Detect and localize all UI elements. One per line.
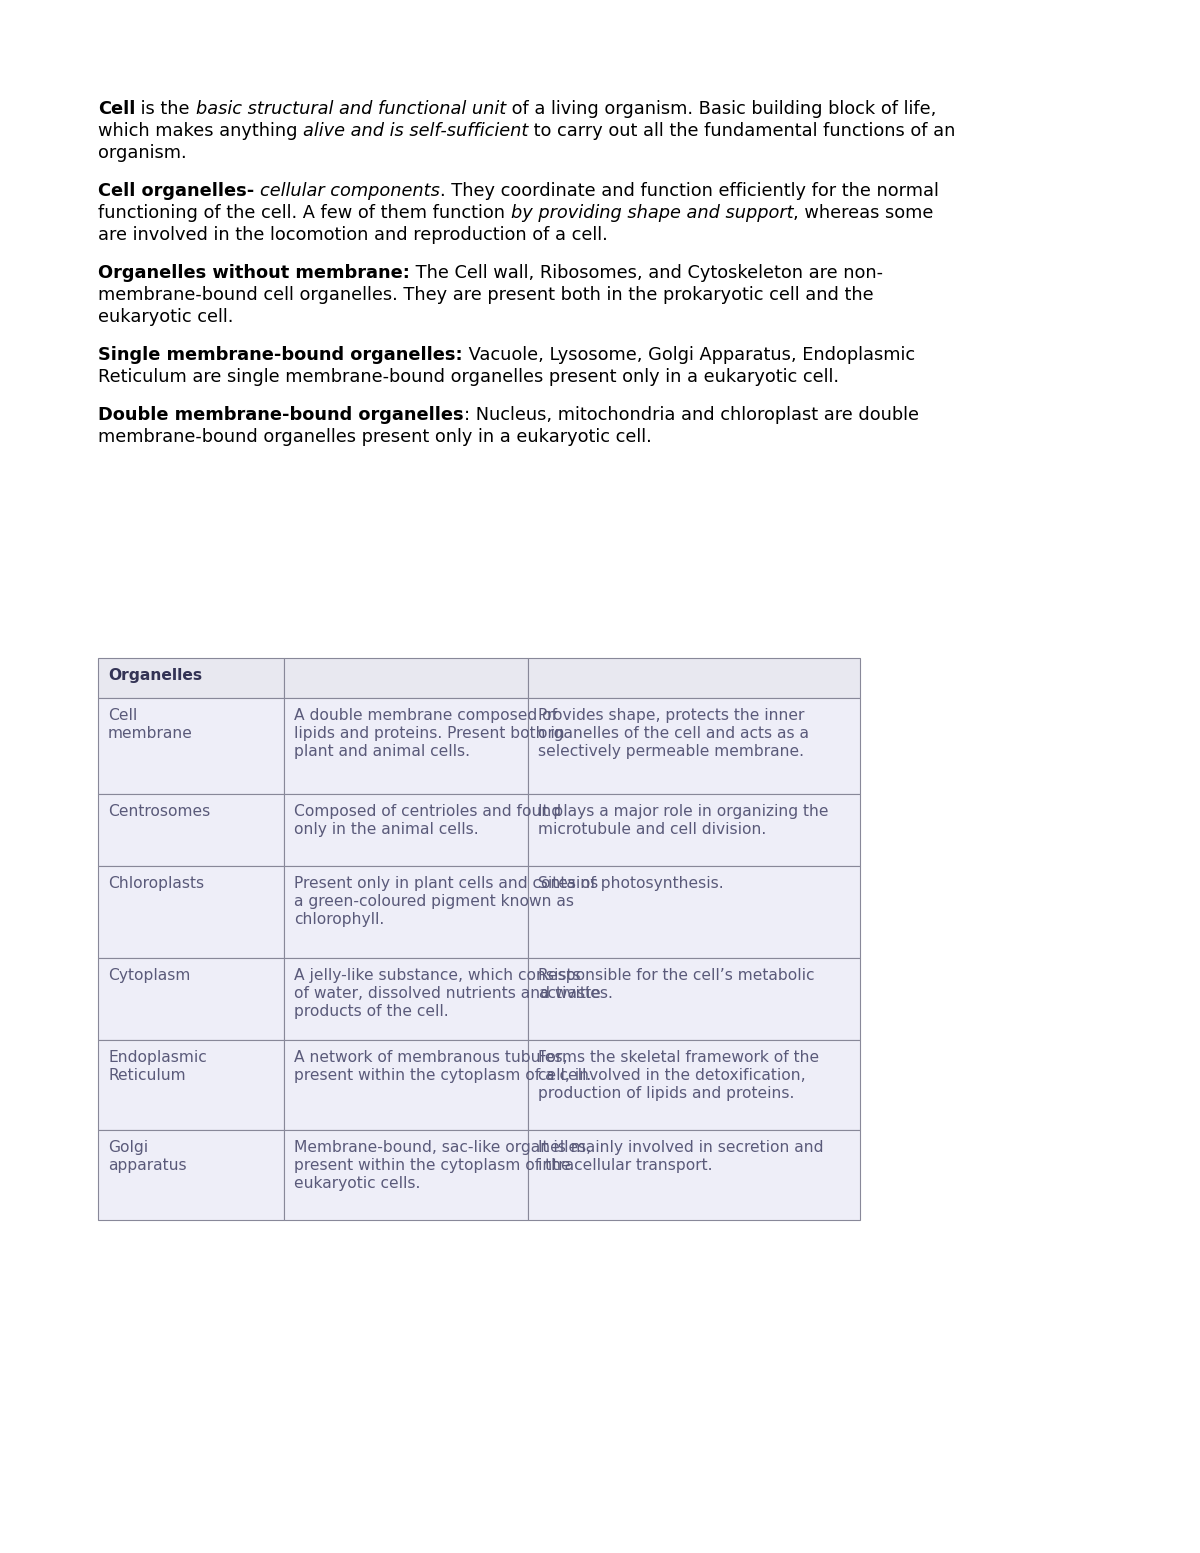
Text: Single membrane-bound organelles:: Single membrane-bound organelles: (98, 346, 463, 363)
Text: are involved in the locomotion and reproduction of a cell.: are involved in the locomotion and repro… (98, 227, 607, 244)
Text: Reticulum are single membrane-bound organelles present only in a eukaryotic cell: Reticulum are single membrane-bound orga… (98, 368, 839, 387)
Text: cell, involved in the detoxification,: cell, involved in the detoxification, (538, 1068, 805, 1082)
Text: Present only in plant cells and contains: Present only in plant cells and contains (294, 876, 599, 891)
Text: Cell organelles-: Cell organelles- (98, 182, 254, 200)
Text: a green-coloured pigment known as: a green-coloured pigment known as (294, 895, 574, 909)
Bar (98, 958, 284, 1041)
Bar (284, 1041, 528, 1131)
Text: which makes anything: which makes anything (98, 123, 304, 140)
Bar (528, 794, 860, 867)
Bar (528, 958, 860, 1041)
Text: Golgi: Golgi (108, 1140, 148, 1155)
Text: Double membrane-bound organelles: Double membrane-bound organelles (98, 405, 463, 424)
Bar (528, 1041, 860, 1131)
Text: Cell: Cell (108, 708, 137, 724)
Bar (528, 1131, 860, 1221)
Bar (284, 867, 528, 958)
Text: The Cell wall, Ribosomes, and Cytoskeleton are non-: The Cell wall, Ribosomes, and Cytoskelet… (410, 264, 883, 283)
Text: Membrane-bound, sac-like organelles,: Membrane-bound, sac-like organelles, (294, 1140, 592, 1155)
Bar (528, 697, 860, 794)
Text: Vacuole, Lysosome, Golgi Apparatus, Endoplasmic: Vacuole, Lysosome, Golgi Apparatus, Endo… (463, 346, 914, 363)
Text: eukaryotic cell.: eukaryotic cell. (98, 307, 233, 326)
Text: membrane: membrane (108, 725, 193, 741)
Text: It is mainly involved in secretion and: It is mainly involved in secretion and (538, 1140, 823, 1155)
Bar (284, 794, 528, 867)
Text: lipids and proteins. Present both in: lipids and proteins. Present both in (294, 725, 565, 741)
Text: cellular components: cellular components (260, 182, 439, 200)
Text: intracellular transport.: intracellular transport. (538, 1159, 713, 1173)
Text: only in the animal cells.: only in the animal cells. (294, 822, 479, 837)
Text: chlorophyll.: chlorophyll. (294, 912, 384, 927)
Bar (284, 697, 528, 794)
Text: microtubule and cell division.: microtubule and cell division. (538, 822, 767, 837)
Text: Cell: Cell (98, 99, 136, 118)
Bar (98, 697, 284, 794)
Text: organism.: organism. (98, 144, 187, 162)
Bar (284, 658, 528, 697)
Text: production of lipids and proteins.: production of lipids and proteins. (538, 1086, 794, 1101)
Bar (284, 1131, 528, 1221)
Text: Sites of photosynthesis.: Sites of photosynthesis. (538, 876, 724, 891)
Text: Chloroplasts: Chloroplasts (108, 876, 204, 891)
Text: membrane-bound cell organelles. They are present both in the prokaryotic cell an: membrane-bound cell organelles. They are… (98, 286, 874, 304)
Bar (98, 1041, 284, 1131)
Text: present within the cytoplasm of a cell.: present within the cytoplasm of a cell. (294, 1068, 592, 1082)
Text: Cytoplasm: Cytoplasm (108, 968, 191, 983)
Text: Composed of centrioles and found: Composed of centrioles and found (294, 804, 562, 818)
Text: membrane-bound organelles present only in a eukaryotic cell.: membrane-bound organelles present only i… (98, 429, 652, 446)
Text: selectively permeable membrane.: selectively permeable membrane. (538, 744, 804, 759)
Text: is the: is the (136, 99, 196, 118)
Text: Forms the skeletal framework of the: Forms the skeletal framework of the (538, 1050, 820, 1065)
Text: Endoplasmic: Endoplasmic (108, 1050, 206, 1065)
Text: of a living organism. Basic building block of life,: of a living organism. Basic building blo… (505, 99, 936, 118)
Bar (528, 658, 860, 697)
Text: Responsible for the cell’s metabolic: Responsible for the cell’s metabolic (538, 968, 815, 983)
Text: Organelles without membrane:: Organelles without membrane: (98, 264, 410, 283)
Text: eukaryotic cells.: eukaryotic cells. (294, 1176, 420, 1191)
Bar (284, 958, 528, 1041)
Text: A network of membranous tubules,: A network of membranous tubules, (294, 1050, 568, 1065)
Text: : Nucleus, mitochondria and chloroplast are double: : Nucleus, mitochondria and chloroplast … (463, 405, 919, 424)
Text: of water, dissolved nutrients and waste: of water, dissolved nutrients and waste (294, 986, 601, 1002)
Text: functioning of the cell. A few of them function: functioning of the cell. A few of them f… (98, 203, 511, 222)
Text: It plays a major role in organizing the: It plays a major role in organizing the (538, 804, 828, 818)
Text: by providing shape and support: by providing shape and support (511, 203, 793, 222)
Text: products of the cell.: products of the cell. (294, 1003, 449, 1019)
Bar (98, 1131, 284, 1221)
Text: Reticulum: Reticulum (108, 1068, 186, 1082)
Bar (98, 794, 284, 867)
Text: organelles of the cell and acts as a: organelles of the cell and acts as a (538, 725, 809, 741)
Text: A jelly-like substance, which consists: A jelly-like substance, which consists (294, 968, 581, 983)
Text: , whereas some: , whereas some (793, 203, 934, 222)
Text: alive and is self-sufficient: alive and is self-sufficient (304, 123, 528, 140)
Bar (528, 867, 860, 958)
Text: activities.: activities. (538, 986, 613, 1002)
Text: plant and animal cells.: plant and animal cells. (294, 744, 470, 759)
Bar (98, 867, 284, 958)
Text: present within the cytoplasm of the: present within the cytoplasm of the (294, 1159, 571, 1173)
Text: Centrosomes: Centrosomes (108, 804, 210, 818)
Text: basic structural and functional unit: basic structural and functional unit (196, 99, 505, 118)
Text: . They coordinate and function efficiently for the normal: . They coordinate and function efficient… (439, 182, 938, 200)
Text: A double membrane composed of: A double membrane composed of (294, 708, 557, 724)
Text: to carry out all the fundamental functions of an: to carry out all the fundamental functio… (528, 123, 956, 140)
Text: apparatus: apparatus (108, 1159, 187, 1173)
Text: Organelles: Organelles (108, 668, 202, 683)
Text: Provides shape, protects the inner: Provides shape, protects the inner (538, 708, 804, 724)
Bar (98, 658, 284, 697)
